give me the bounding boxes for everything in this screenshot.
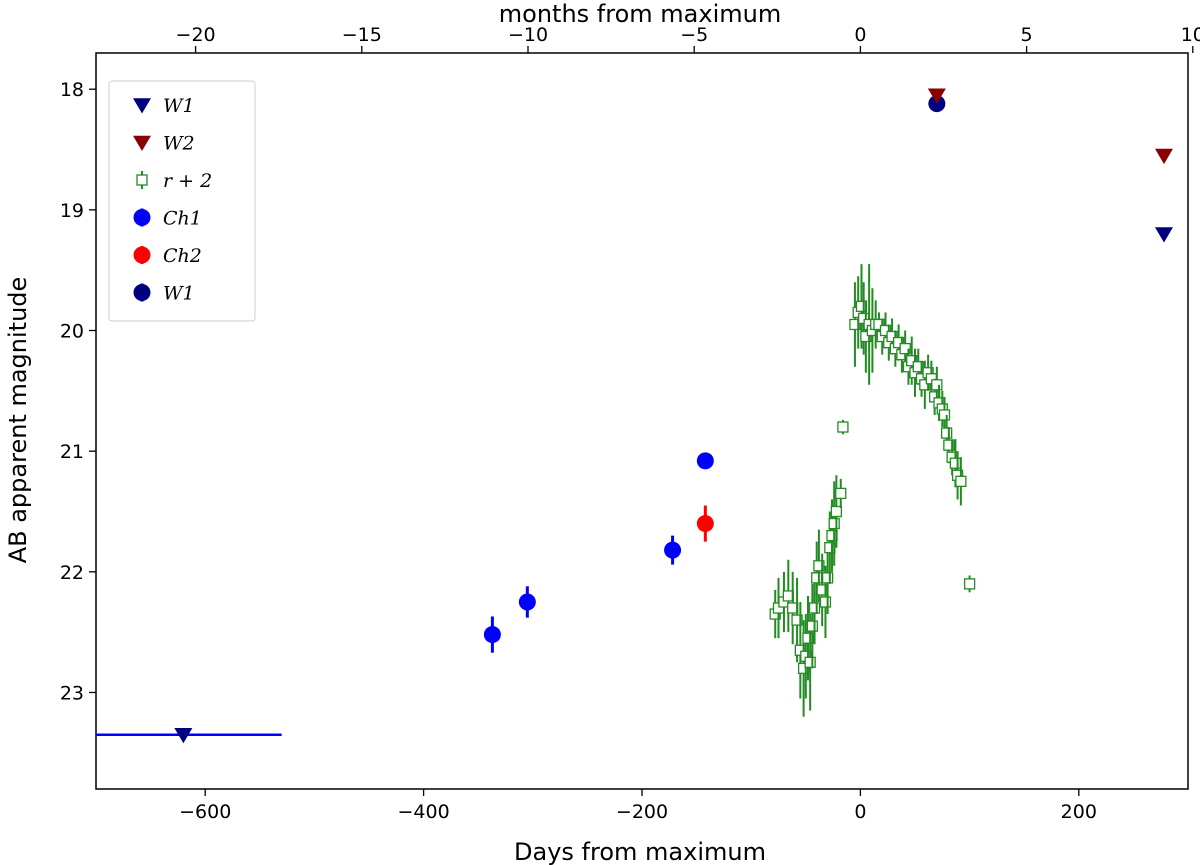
legend-marker bbox=[133, 246, 151, 264]
data-point bbox=[912, 361, 924, 373]
legend-label: Ch2 bbox=[163, 245, 202, 267]
x2-tick-label: 10 bbox=[1181, 24, 1200, 46]
x-tick-label: −600 bbox=[179, 801, 231, 823]
data-point bbox=[931, 379, 943, 391]
series-1 bbox=[927, 88, 1173, 165]
legend-marker bbox=[133, 98, 151, 114]
x2-tick-label: −5 bbox=[680, 24, 708, 46]
y-axis-left: 18 19 20 21 22 23 bbox=[60, 79, 96, 704]
legend-marker bbox=[133, 209, 151, 226]
data-point bbox=[828, 517, 840, 530]
legend-marker bbox=[136, 174, 148, 186]
data-point bbox=[791, 614, 803, 626]
x2-tick-label: −20 bbox=[176, 24, 216, 46]
legend-label: W2 bbox=[163, 133, 195, 155]
data-point bbox=[886, 330, 898, 343]
data-point bbox=[819, 596, 832, 608]
data-point bbox=[804, 656, 816, 668]
series-4 bbox=[696, 505, 714, 542]
data-point bbox=[664, 541, 682, 559]
data-point bbox=[943, 439, 955, 451]
data-marks bbox=[96, 88, 1173, 744]
legend: W1 W2 r + 2 Ch1 Ch2 W1 bbox=[108, 80, 256, 322]
x2-tick-label: −15 bbox=[342, 24, 382, 46]
data-point bbox=[879, 324, 892, 337]
legend-marker bbox=[133, 284, 151, 301]
data-point bbox=[849, 318, 861, 331]
data-point bbox=[941, 427, 953, 439]
x-tick-label: −200 bbox=[616, 801, 668, 823]
data-point bbox=[906, 355, 918, 367]
x2-tick-label: 5 bbox=[1021, 24, 1033, 46]
data-point bbox=[483, 626, 501, 644]
y-tick-label: 22 bbox=[60, 562, 84, 584]
data-point bbox=[899, 342, 911, 355]
x-tick-label: 0 bbox=[854, 801, 866, 823]
x2-tick-label: 0 bbox=[854, 24, 866, 46]
x-tick-label: 200 bbox=[1061, 801, 1097, 823]
data-point bbox=[806, 620, 819, 632]
data-point bbox=[873, 318, 885, 331]
data-point bbox=[811, 572, 823, 584]
data-point bbox=[174, 727, 193, 744]
data-point bbox=[518, 593, 536, 611]
data-point bbox=[927, 88, 946, 104]
x-axis-bottom: −600 −400 −200 0 200 bbox=[179, 789, 1097, 823]
y-tick-label: 19 bbox=[60, 200, 84, 222]
data-point bbox=[892, 336, 905, 349]
data-point bbox=[808, 602, 821, 614]
series-3 bbox=[483, 452, 714, 653]
x2-tick-label: −10 bbox=[508, 24, 548, 46]
data-point bbox=[963, 578, 976, 590]
y-tick-label: 23 bbox=[60, 682, 84, 704]
x-tick-label: −400 bbox=[398, 801, 450, 823]
data-point bbox=[821, 572, 834, 584]
data-point bbox=[696, 515, 714, 533]
x2-axis-label: months from maximum bbox=[499, 0, 781, 28]
data-point bbox=[919, 379, 931, 391]
y-tick-label: 18 bbox=[60, 79, 84, 101]
data-point bbox=[938, 409, 951, 421]
data-point bbox=[837, 421, 849, 433]
legend-label: W1 bbox=[163, 95, 195, 117]
y-axis-label: AB apparent magnitude bbox=[4, 277, 32, 564]
series-0 bbox=[96, 227, 1173, 744]
y-tick-label: 21 bbox=[60, 441, 84, 463]
data-point bbox=[1154, 148, 1173, 165]
x-axis-label: Days from maximum bbox=[514, 838, 766, 865]
legend-marker bbox=[133, 135, 151, 152]
data-point bbox=[830, 505, 843, 518]
series-2 bbox=[769, 264, 976, 717]
x-axis-top: −20 −15 −10 −5 0 5 10 bbox=[176, 24, 1200, 53]
legend-label: W1 bbox=[163, 283, 195, 305]
plot-frame bbox=[95, 52, 1189, 790]
data-point bbox=[955, 475, 967, 487]
legend-label: r + 2 bbox=[163, 170, 212, 192]
data-point bbox=[860, 330, 872, 343]
data-point bbox=[835, 487, 847, 500]
data-point bbox=[949, 457, 962, 469]
data-point bbox=[813, 560, 825, 572]
y-tick-label: 20 bbox=[60, 321, 84, 343]
data-point bbox=[1154, 227, 1173, 243]
data-point bbox=[696, 452, 714, 470]
legend-label: Ch1 bbox=[163, 208, 202, 230]
